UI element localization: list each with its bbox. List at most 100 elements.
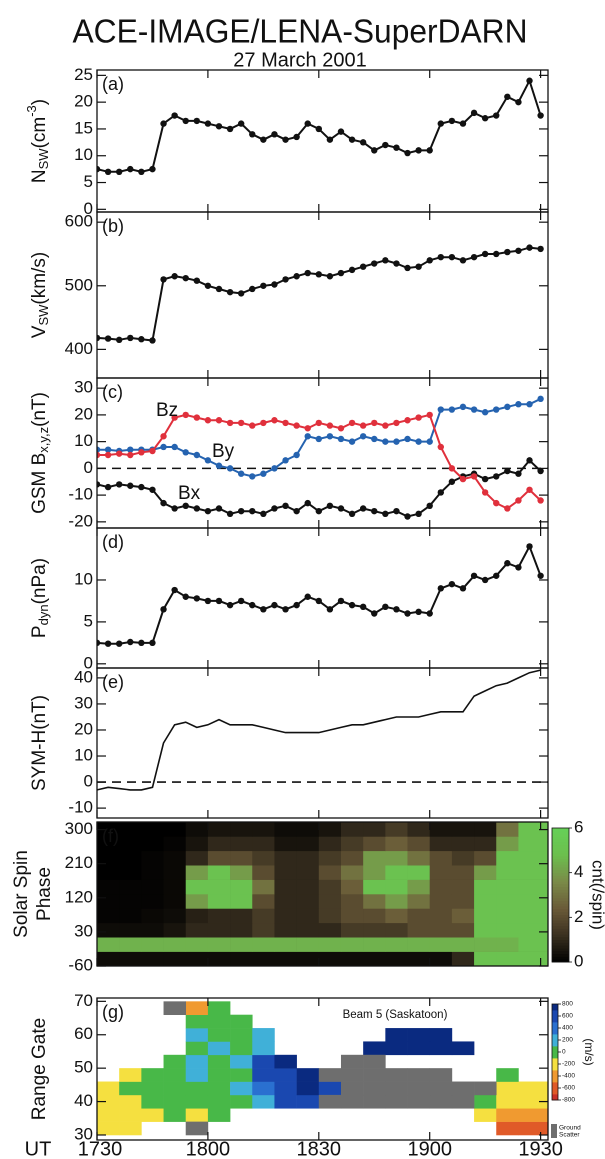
data-point xyxy=(537,245,544,253)
data-point xyxy=(371,419,378,427)
heatmap-cell xyxy=(252,951,275,966)
heatmap-cell xyxy=(252,1094,275,1109)
data-point xyxy=(226,510,234,518)
heatmap-cell xyxy=(340,937,364,952)
heatmap-cell xyxy=(474,1108,497,1122)
data-point xyxy=(504,248,511,256)
data-point xyxy=(359,422,367,429)
data-point xyxy=(515,470,522,477)
y-axis-label-part: GSM B xyxy=(29,453,50,514)
heatmap-cell xyxy=(274,894,297,909)
colorbar-slice xyxy=(552,950,569,955)
heatmap-cell xyxy=(185,951,209,966)
y-axis-label-part: Solar Spin xyxy=(11,850,32,938)
heatmap-cell xyxy=(163,1094,187,1109)
heatmap-cell xyxy=(474,908,497,924)
ground-scatter-cell xyxy=(340,1081,364,1096)
data-point xyxy=(448,478,456,485)
ground-scatter-cell xyxy=(340,1094,364,1109)
heatmap-cell xyxy=(274,951,297,966)
heatmap-cell xyxy=(185,850,209,866)
heatmap-cell xyxy=(363,836,386,852)
heatmap-cell xyxy=(252,922,275,938)
heatmap-cell xyxy=(340,922,364,938)
data-point xyxy=(470,253,478,261)
data-point xyxy=(426,610,433,617)
data-point xyxy=(149,165,156,173)
heatmap-cell xyxy=(119,937,142,952)
colorbar-slice xyxy=(552,889,569,893)
heatmap-cell xyxy=(385,908,408,924)
data-point xyxy=(359,505,367,512)
heatmap-cell xyxy=(97,937,120,952)
data-point xyxy=(404,513,411,520)
heatmap-cell xyxy=(97,894,120,909)
data-point xyxy=(237,290,245,297)
heatmap-cell xyxy=(496,922,519,938)
colorbar-slice xyxy=(552,945,569,949)
heatmap-cell xyxy=(385,865,408,880)
data-point xyxy=(371,435,378,443)
data-point xyxy=(127,165,134,173)
heatmap-cell xyxy=(207,1094,231,1109)
heatmap-cell xyxy=(230,908,253,924)
data-point xyxy=(526,457,533,464)
heatmap-cell xyxy=(340,908,364,924)
heatmap-cell xyxy=(97,922,120,938)
data-point xyxy=(415,414,422,421)
y-tick-label: 0 xyxy=(84,458,93,477)
colorbar-slice xyxy=(552,1010,558,1013)
heatmap-cell xyxy=(429,951,453,966)
heatmap-cell xyxy=(230,1041,253,1056)
y-tick-label: -10 xyxy=(68,798,93,817)
plot-frame xyxy=(96,821,549,967)
colorbar-slice xyxy=(552,922,569,927)
colorbar-slice xyxy=(552,872,569,876)
data-point xyxy=(437,489,444,496)
data-point xyxy=(104,446,112,453)
heatmap-cell xyxy=(230,1054,253,1069)
data-point xyxy=(393,419,400,427)
data-point xyxy=(237,470,245,477)
data-point xyxy=(160,443,167,451)
heatmap-cell xyxy=(207,937,231,952)
data-point xyxy=(493,406,500,413)
series-line xyxy=(97,246,541,342)
heatmap-cell xyxy=(518,894,548,909)
heatmap-cell xyxy=(296,836,320,852)
heatmap-cell xyxy=(274,850,297,866)
heatmap-cell xyxy=(141,922,164,938)
data-point xyxy=(215,505,223,512)
y-axis-label-part: Phase xyxy=(34,867,55,921)
y-tick-label: 20 xyxy=(74,92,93,111)
heatmap-cell xyxy=(340,951,364,966)
y-axis-label-part: (cm xyxy=(29,117,50,149)
data-point xyxy=(215,285,223,293)
heatmap-cell xyxy=(451,836,475,852)
heatmap-cell xyxy=(252,1028,275,1042)
heatmap-cell xyxy=(407,822,431,837)
heatmap-cell xyxy=(518,836,548,852)
y-tick-label: 10 xyxy=(74,431,93,450)
data-point xyxy=(260,606,267,613)
data-point xyxy=(127,334,134,342)
colorbar-slice xyxy=(552,836,569,840)
heatmap-cell xyxy=(363,1041,386,1056)
colorbar-slice xyxy=(552,1004,558,1007)
heatmap-cell xyxy=(474,937,497,952)
heatmap-cell xyxy=(163,937,187,952)
heatmap-cell xyxy=(163,1068,187,1082)
heatmap-cell xyxy=(141,836,164,852)
colorbar-slice xyxy=(552,1078,558,1081)
data-point xyxy=(493,112,500,119)
heatmap-cell xyxy=(385,922,408,938)
data-point xyxy=(393,606,400,613)
data-point xyxy=(226,601,234,609)
series-line xyxy=(97,669,541,791)
colorbar-slice xyxy=(552,1098,558,1101)
data-point xyxy=(537,112,544,119)
data-point xyxy=(293,507,300,515)
data-point xyxy=(260,470,267,477)
heatmap-cell xyxy=(340,865,364,880)
y-axis-label: Pdyn(nPa) xyxy=(29,558,51,638)
